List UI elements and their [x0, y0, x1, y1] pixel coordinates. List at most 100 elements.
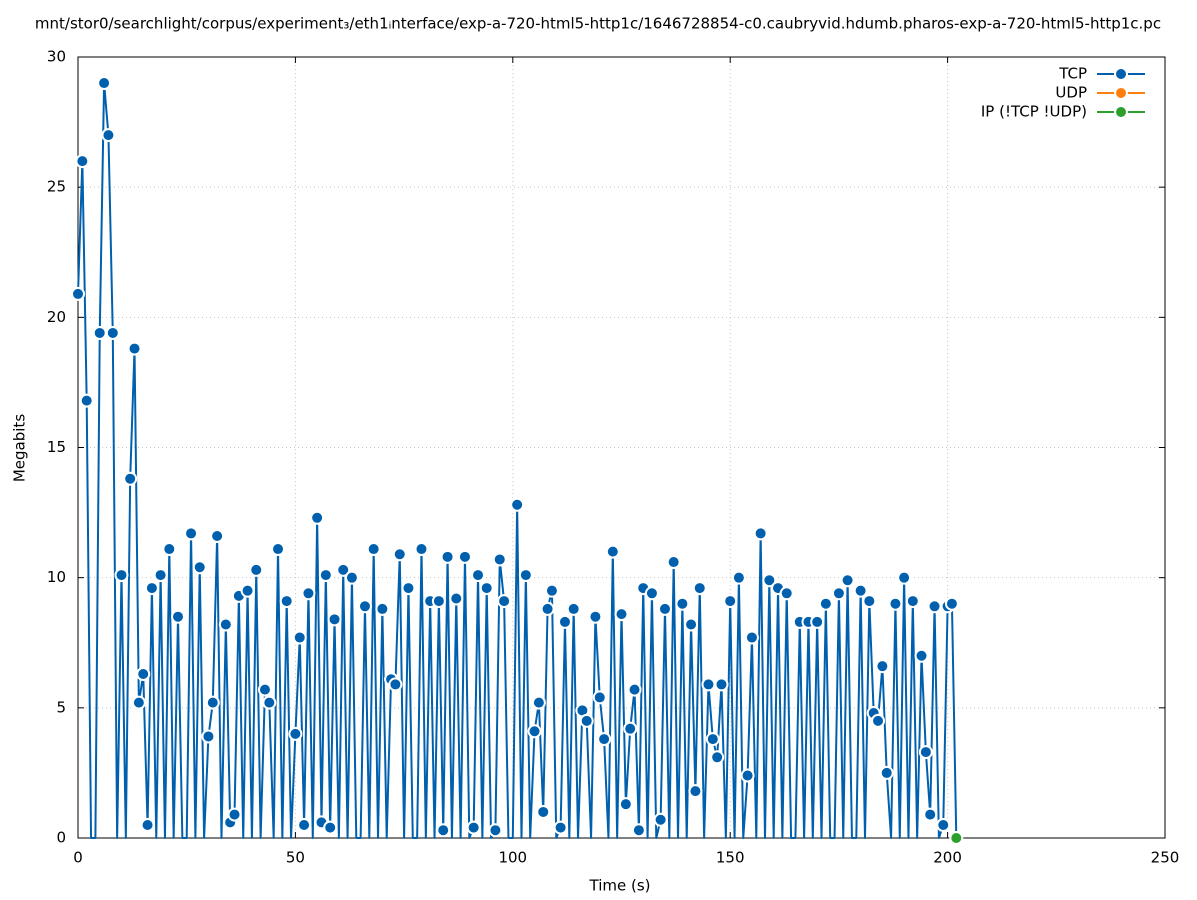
data-point — [192, 560, 207, 575]
data-point — [810, 614, 825, 629]
data-point — [127, 341, 142, 356]
data-point — [479, 581, 494, 596]
data-point — [357, 599, 372, 614]
data-point — [618, 797, 633, 812]
data-point — [744, 630, 759, 645]
data-point — [97, 76, 112, 91]
data-point — [375, 601, 390, 616]
data-point — [327, 612, 342, 627]
data-point — [762, 573, 777, 588]
legend-label: IP (!TCP !UDP) — [981, 103, 1087, 121]
y-tick-label: 5 — [56, 698, 66, 716]
y-tick-label: 10 — [47, 568, 66, 586]
data-point — [914, 648, 929, 663]
data-point — [210, 529, 225, 544]
data-point — [136, 666, 151, 681]
data-point — [527, 724, 542, 739]
data-point — [897, 570, 912, 585]
data-point — [731, 570, 746, 585]
data-point — [605, 544, 620, 559]
plot-border — [77, 56, 1166, 839]
data-point — [271, 542, 286, 557]
data-point — [553, 820, 568, 835]
chart-title: mnt/stor0/searchlight/corpus/experiment₃… — [35, 15, 1161, 33]
data-point — [144, 581, 159, 596]
data-point — [153, 568, 168, 583]
data-point — [753, 526, 768, 541]
data-point — [831, 586, 846, 601]
data-point — [918, 745, 933, 760]
data-point — [879, 765, 894, 780]
data-point — [201, 729, 216, 744]
y-tick-label: 0 — [56, 829, 66, 847]
data-point — [557, 614, 572, 629]
data-point — [249, 562, 264, 577]
data-point — [457, 549, 472, 564]
data-point — [818, 596, 833, 611]
data-point — [123, 471, 138, 486]
data-point — [631, 823, 646, 838]
legend-label: TCP — [1058, 65, 1087, 83]
data-point — [705, 732, 720, 747]
x-tick-label: 150 — [716, 849, 745, 867]
data-point — [240, 583, 255, 598]
data-point — [627, 682, 642, 697]
x-tick-label: 0 — [73, 849, 83, 867]
data-point — [714, 677, 729, 692]
data-point — [692, 581, 707, 596]
data-point — [936, 817, 951, 832]
data-point — [666, 555, 681, 570]
data-point — [262, 695, 277, 710]
data-point — [779, 586, 794, 601]
data-point — [536, 804, 551, 819]
data-point — [614, 607, 629, 622]
legend-marker — [1114, 86, 1128, 100]
data-point — [510, 497, 525, 512]
data-point — [653, 812, 668, 827]
data-point — [701, 677, 716, 692]
data-point — [871, 713, 886, 728]
data-point — [79, 393, 94, 408]
data-point — [105, 325, 120, 340]
x-axis-label: Time (s) — [589, 877, 651, 895]
data-point — [297, 817, 312, 832]
data-point — [688, 784, 703, 799]
data-point — [140, 817, 155, 832]
x-tick-label: 200 — [933, 849, 962, 867]
data-point — [288, 726, 303, 741]
data-point — [544, 583, 559, 598]
data-point — [644, 586, 659, 601]
data-point — [723, 594, 738, 609]
data-point — [862, 594, 877, 609]
legend-marker — [1114, 105, 1128, 119]
data-point — [944, 596, 959, 611]
data-point — [318, 568, 333, 583]
y-axis-label: Megabits — [11, 414, 29, 482]
data-point — [436, 823, 451, 838]
data-point — [488, 823, 503, 838]
data-point — [853, 583, 868, 598]
x-tick-label: 250 — [1151, 849, 1180, 867]
data-point — [257, 682, 272, 697]
data-point — [675, 596, 690, 611]
data-point — [449, 591, 464, 606]
data-point — [540, 601, 555, 616]
data-point — [184, 526, 199, 541]
data-point — [875, 659, 890, 674]
data-point — [531, 695, 546, 710]
data-point — [218, 617, 233, 632]
data-point — [75, 154, 90, 169]
data-point — [131, 695, 146, 710]
data-point — [840, 573, 855, 588]
data-point — [310, 510, 325, 525]
data-point — [205, 695, 220, 710]
data-point — [92, 325, 107, 340]
data-point — [414, 542, 429, 557]
legend-marker — [1114, 67, 1128, 81]
data-point — [905, 594, 920, 609]
data-point — [114, 568, 129, 583]
data-point — [323, 820, 338, 835]
data-point — [431, 594, 446, 609]
x-tick-label: 100 — [498, 849, 527, 867]
